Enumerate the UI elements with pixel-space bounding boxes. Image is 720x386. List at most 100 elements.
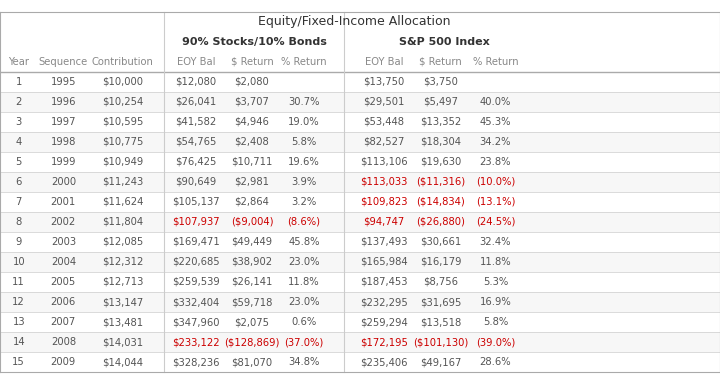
FancyBboxPatch shape [0, 212, 720, 232]
FancyBboxPatch shape [0, 352, 720, 372]
Text: 1996: 1996 [50, 97, 76, 107]
Text: $11,243: $11,243 [102, 177, 143, 187]
Text: 2002: 2002 [50, 217, 76, 227]
Text: 23.0%: 23.0% [288, 257, 320, 267]
Text: $13,352: $13,352 [420, 117, 462, 127]
Text: % Return: % Return [472, 57, 518, 67]
Text: 30.7%: 30.7% [288, 97, 320, 107]
Text: $ Return: $ Return [230, 57, 274, 67]
Text: $41,582: $41,582 [175, 117, 217, 127]
Text: ($14,834): ($14,834) [416, 197, 465, 207]
Text: $12,080: $12,080 [175, 77, 217, 87]
Text: 45.3%: 45.3% [480, 117, 511, 127]
Text: $26,141: $26,141 [231, 277, 273, 287]
Text: $107,937: $107,937 [172, 217, 220, 227]
Text: $ Return: $ Return [419, 57, 462, 67]
Text: $10,000: $10,000 [102, 77, 143, 87]
FancyBboxPatch shape [0, 232, 720, 252]
Text: $10,711: $10,711 [231, 157, 273, 167]
Text: Equity/Fixed-Income Allocation: Equity/Fixed-Income Allocation [258, 15, 450, 28]
Text: EOY Bal: EOY Bal [176, 57, 215, 67]
Text: 7: 7 [16, 197, 22, 207]
Text: $4,946: $4,946 [235, 117, 269, 127]
Text: 40.0%: 40.0% [480, 97, 511, 107]
FancyBboxPatch shape [0, 152, 720, 172]
Text: 2005: 2005 [50, 277, 76, 287]
Text: $49,167: $49,167 [420, 357, 462, 367]
Text: 3.2%: 3.2% [291, 197, 317, 207]
Text: $14,031: $14,031 [102, 337, 143, 347]
Text: 5.3%: 5.3% [482, 277, 508, 287]
Text: $10,775: $10,775 [102, 137, 143, 147]
Text: % Return: % Return [281, 57, 327, 67]
Text: 11: 11 [12, 277, 25, 287]
Text: $16,179: $16,179 [420, 257, 462, 267]
Text: $53,448: $53,448 [364, 117, 404, 127]
Text: $11,804: $11,804 [102, 217, 143, 227]
Text: $109,823: $109,823 [360, 197, 408, 207]
Text: 6: 6 [16, 177, 22, 187]
Text: 8: 8 [16, 217, 22, 227]
Text: $18,304: $18,304 [420, 137, 461, 147]
Text: 2007: 2007 [50, 317, 76, 327]
Text: $3,750: $3,750 [423, 77, 458, 87]
Text: 15: 15 [12, 357, 25, 367]
Text: 2008: 2008 [51, 337, 76, 347]
Text: $328,236: $328,236 [172, 357, 220, 367]
Text: $187,453: $187,453 [360, 277, 408, 287]
FancyBboxPatch shape [0, 72, 720, 92]
Text: (39.0%): (39.0%) [476, 337, 515, 347]
FancyBboxPatch shape [0, 192, 720, 212]
Text: 2003: 2003 [51, 237, 76, 247]
FancyBboxPatch shape [0, 252, 720, 272]
Text: (13.1%): (13.1%) [476, 197, 515, 207]
Text: $8,756: $8,756 [423, 277, 458, 287]
Text: $2,080: $2,080 [235, 77, 269, 87]
Text: $29,501: $29,501 [363, 97, 405, 107]
Text: 34.2%: 34.2% [480, 137, 511, 147]
Text: 1999: 1999 [50, 157, 76, 167]
Text: 5.8%: 5.8% [291, 137, 317, 147]
Text: 9: 9 [16, 237, 22, 247]
Text: $220,685: $220,685 [172, 257, 220, 267]
Text: ($26,880): ($26,880) [416, 217, 465, 227]
Text: $11,624: $11,624 [102, 197, 143, 207]
Text: $26,041: $26,041 [175, 97, 217, 107]
Text: 1998: 1998 [50, 137, 76, 147]
Text: $2,075: $2,075 [235, 317, 269, 327]
FancyBboxPatch shape [0, 272, 720, 292]
Text: 5.8%: 5.8% [482, 317, 508, 327]
Text: S&P 500 Index: S&P 500 Index [398, 37, 490, 47]
Text: $12,713: $12,713 [102, 277, 143, 287]
Text: Year: Year [8, 57, 30, 67]
Text: $113,106: $113,106 [360, 157, 408, 167]
Text: $13,481: $13,481 [102, 317, 143, 327]
Text: $137,493: $137,493 [360, 237, 408, 247]
Text: $49,449: $49,449 [231, 237, 273, 247]
Text: $81,070: $81,070 [231, 357, 273, 367]
Text: 34.8%: 34.8% [288, 357, 320, 367]
Text: 28.6%: 28.6% [480, 357, 511, 367]
Text: $105,137: $105,137 [172, 197, 220, 207]
FancyBboxPatch shape [0, 112, 720, 132]
Text: $259,294: $259,294 [360, 317, 408, 327]
Text: $31,695: $31,695 [420, 297, 462, 307]
Text: (8.6%): (8.6%) [287, 217, 320, 227]
Text: 4: 4 [16, 137, 22, 147]
Text: $30,661: $30,661 [420, 237, 462, 247]
Text: $2,981: $2,981 [235, 177, 269, 187]
Text: $38,902: $38,902 [231, 257, 273, 267]
Text: $113,033: $113,033 [360, 177, 408, 187]
Text: 1: 1 [16, 77, 22, 87]
Text: Contribution: Contribution [91, 57, 153, 67]
Text: 2004: 2004 [51, 257, 76, 267]
Text: $165,984: $165,984 [360, 257, 408, 267]
Text: 13: 13 [12, 317, 25, 327]
Text: 2009: 2009 [50, 357, 76, 367]
Text: $82,527: $82,527 [363, 137, 405, 147]
Text: 2006: 2006 [50, 297, 76, 307]
FancyBboxPatch shape [0, 132, 720, 152]
FancyBboxPatch shape [0, 292, 720, 312]
Text: $90,649: $90,649 [175, 177, 217, 187]
FancyBboxPatch shape [0, 332, 720, 352]
